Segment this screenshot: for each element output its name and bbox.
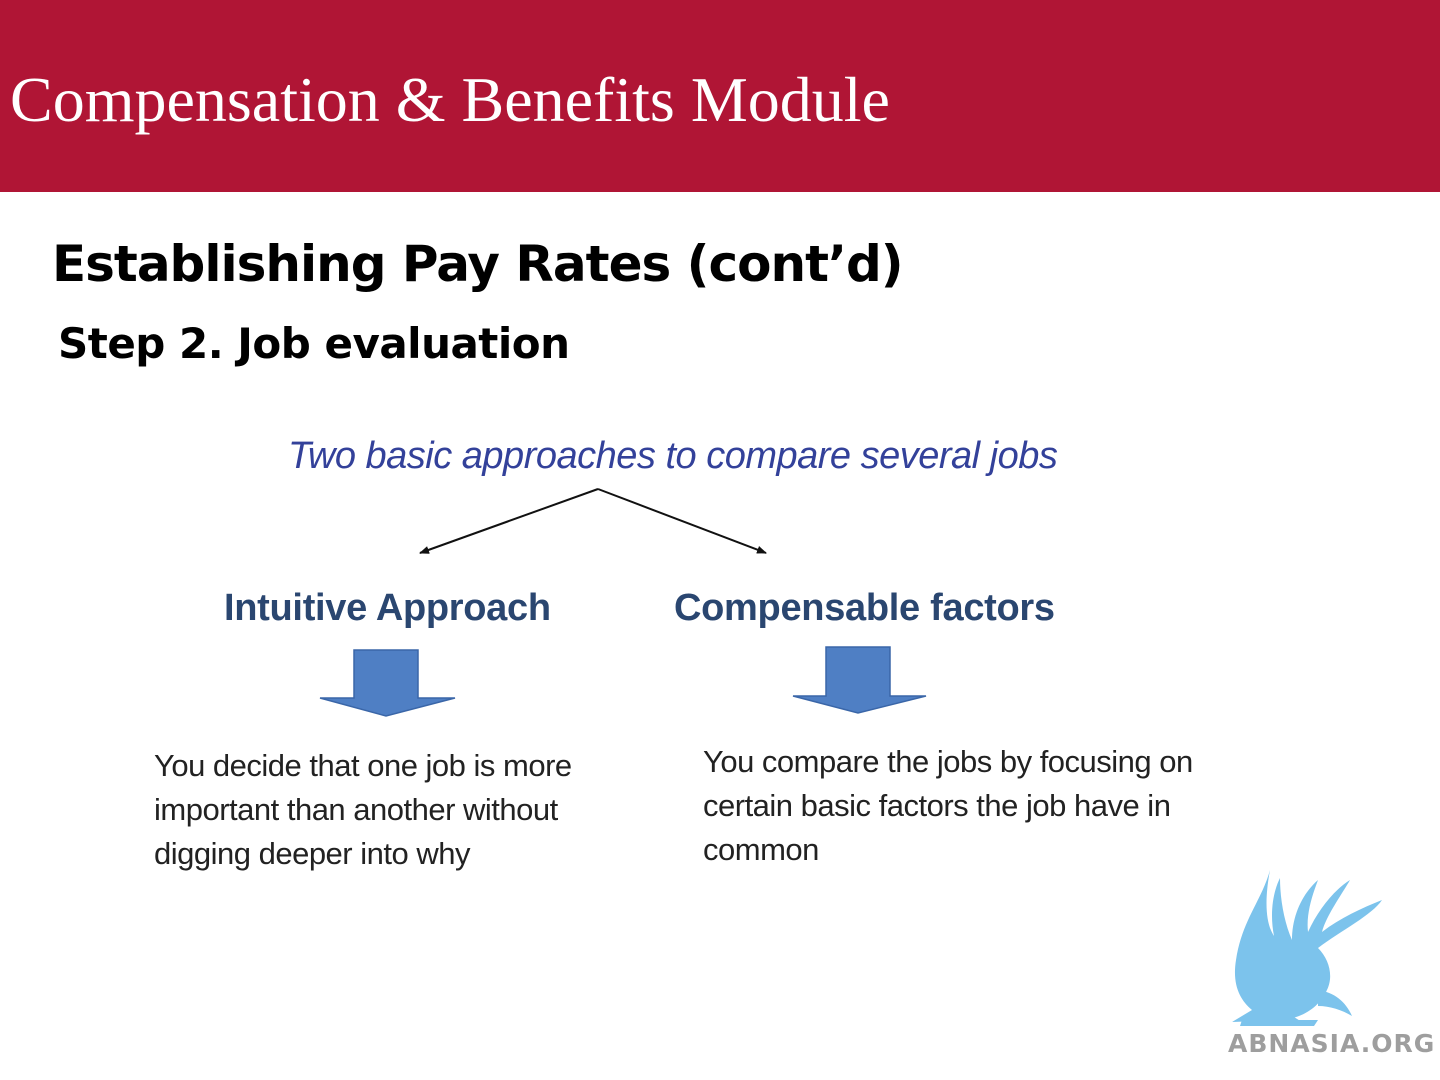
slide-title: Establishing Pay Rates (cont’d)	[52, 235, 904, 293]
intuitive-approach-label: Intuitive Approach	[224, 587, 551, 629]
griffin-logo-icon	[1232, 870, 1382, 1026]
branch-line-right	[597, 488, 767, 554]
header-band: Compensation & Benefits Module	[0, 0, 1440, 192]
slide-subtitle: Step 2. Job evaluation	[58, 319, 570, 368]
compensable-factors-description: You compare the jobs by focusing on cert…	[703, 744, 1193, 867]
down-arrow-right-icon	[792, 646, 927, 714]
module-title: Compensation & Benefits Module	[10, 64, 890, 135]
intuitive-approach-description: You decide that one job is more importan…	[154, 748, 572, 871]
diagram-heading: Two basic approaches to compare several …	[288, 435, 1058, 477]
compensable-factors-label: Compensable factors	[674, 587, 1055, 629]
logo-text: ABNASIA.ORG	[1228, 1029, 1436, 1058]
down-arrow-left-icon	[319, 649, 456, 717]
branch-line-left	[419, 488, 599, 554]
